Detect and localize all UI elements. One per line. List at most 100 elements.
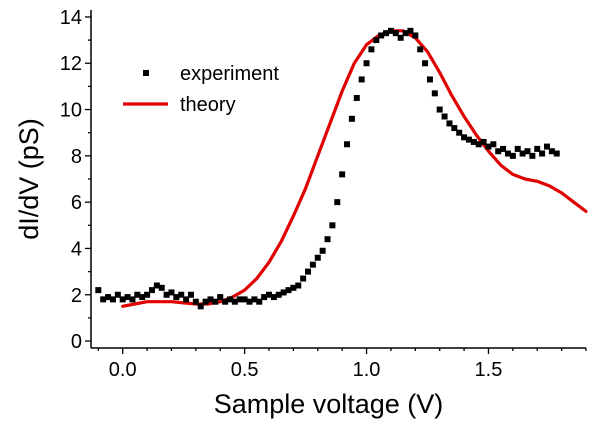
experiment-point: [236, 296, 243, 303]
experiment-point: [197, 303, 204, 310]
experiment-point: [324, 236, 331, 243]
legend-experiment-label: experiment: [180, 63, 279, 85]
experiment-point: [124, 294, 131, 301]
experiment-point: [344, 141, 351, 148]
experiment-point: [319, 247, 326, 254]
experiment-point: [202, 298, 209, 305]
experiment-point: [266, 291, 273, 298]
experiment-point: [529, 152, 536, 159]
x-tick-label: 0.0: [109, 359, 137, 381]
experiment-point: [129, 296, 136, 303]
experiment-point: [358, 76, 365, 83]
x-tick-label: 0.5: [231, 359, 259, 381]
experiment-point: [339, 171, 346, 178]
experiment-point: [534, 145, 541, 152]
experiment-point: [222, 298, 229, 305]
experiment-point: [183, 296, 190, 303]
experiment-point: [456, 129, 463, 136]
y-tick-label: 12: [60, 53, 82, 75]
experiment-point: [519, 150, 526, 157]
experiment-point: [305, 268, 312, 275]
experiment-point: [173, 294, 180, 301]
experiment-point: [163, 291, 170, 298]
experiment-point: [436, 106, 443, 113]
experiment-point: [461, 134, 468, 141]
experiment-point: [485, 143, 492, 150]
experiment-point: [548, 148, 555, 155]
experiment-point: [446, 120, 453, 127]
y-tick-label: 8: [71, 146, 82, 168]
experiment-point: [217, 294, 224, 301]
experiment-point: [451, 125, 458, 132]
legend: experiment theory: [123, 63, 279, 116]
experiment-point: [509, 152, 516, 159]
experiment-point: [363, 60, 370, 67]
y-axis-label: dI/dV (pS): [14, 118, 44, 240]
experiment-point: [504, 150, 511, 157]
experiment-point: [251, 296, 258, 303]
experiment-point: [290, 284, 297, 291]
experiment-point: [144, 291, 151, 298]
experiment-point: [412, 32, 419, 39]
experiment-point: [407, 27, 414, 34]
experiment-point: [524, 148, 531, 155]
experiment-point: [153, 282, 160, 289]
experiment-point: [226, 296, 233, 303]
x-tick-label: 1.0: [353, 359, 381, 381]
experiment-point: [246, 298, 253, 305]
experiment-point: [212, 298, 219, 305]
experiment-point: [309, 261, 316, 268]
axis-ticks: 0 2 4 6 8 10 12 14 0.0 0.5 1.0 1.5: [60, 7, 587, 381]
experiment-point: [397, 34, 404, 41]
x-tick-label: 1.5: [475, 359, 503, 381]
experiment-point: [314, 254, 321, 261]
experiment-point: [134, 291, 141, 298]
experiment-point: [334, 199, 341, 206]
experiment-point: [178, 291, 185, 298]
experiment-point: [470, 138, 477, 145]
experiment-point: [378, 32, 385, 39]
experiment-point: [105, 294, 112, 301]
experiment-point: [187, 291, 194, 298]
experiment-point: [114, 291, 121, 298]
x-axis-label: Sample voltage (V): [214, 389, 444, 419]
experiment-point: [422, 60, 429, 67]
experiment-point: [348, 115, 355, 122]
experiment-point: [353, 94, 360, 101]
experiment-point: [475, 141, 482, 148]
experiment-point: [139, 294, 146, 301]
experiment-point: [158, 284, 165, 291]
y-tick-label: 14: [60, 7, 82, 29]
experiment-point: [392, 30, 399, 37]
experiment-point: [119, 296, 126, 303]
experiment-point: [192, 298, 199, 305]
data-marks: [95, 27, 588, 310]
experiment-point: [495, 148, 502, 155]
experiment-point: [500, 145, 507, 152]
experiment-point: [465, 136, 472, 143]
experiment-point: [431, 90, 438, 97]
experiment-point: [275, 291, 282, 298]
experiment-point: [231, 298, 238, 305]
experiment-point: [383, 30, 390, 37]
experiment-point: [100, 296, 107, 303]
experiment-point: [490, 141, 497, 148]
experiment-point: [543, 143, 550, 150]
experiment-point: [295, 282, 302, 289]
experiment-point: [109, 296, 116, 303]
experiment-point: [95, 287, 102, 294]
legend-experiment-marker: [143, 70, 149, 76]
experiment-point: [207, 296, 214, 303]
experiment-point: [148, 287, 155, 294]
experiment-point: [285, 287, 292, 294]
experiment-point: [168, 289, 175, 296]
experiment-point: [270, 294, 277, 301]
experiment-point: [373, 37, 380, 44]
experiment-point: [300, 275, 307, 282]
experiment-point: [480, 138, 487, 145]
experiment-point: [256, 298, 263, 305]
experiment-point: [368, 46, 375, 53]
experiment-point: [426, 76, 433, 83]
experiment-point: [417, 46, 424, 53]
